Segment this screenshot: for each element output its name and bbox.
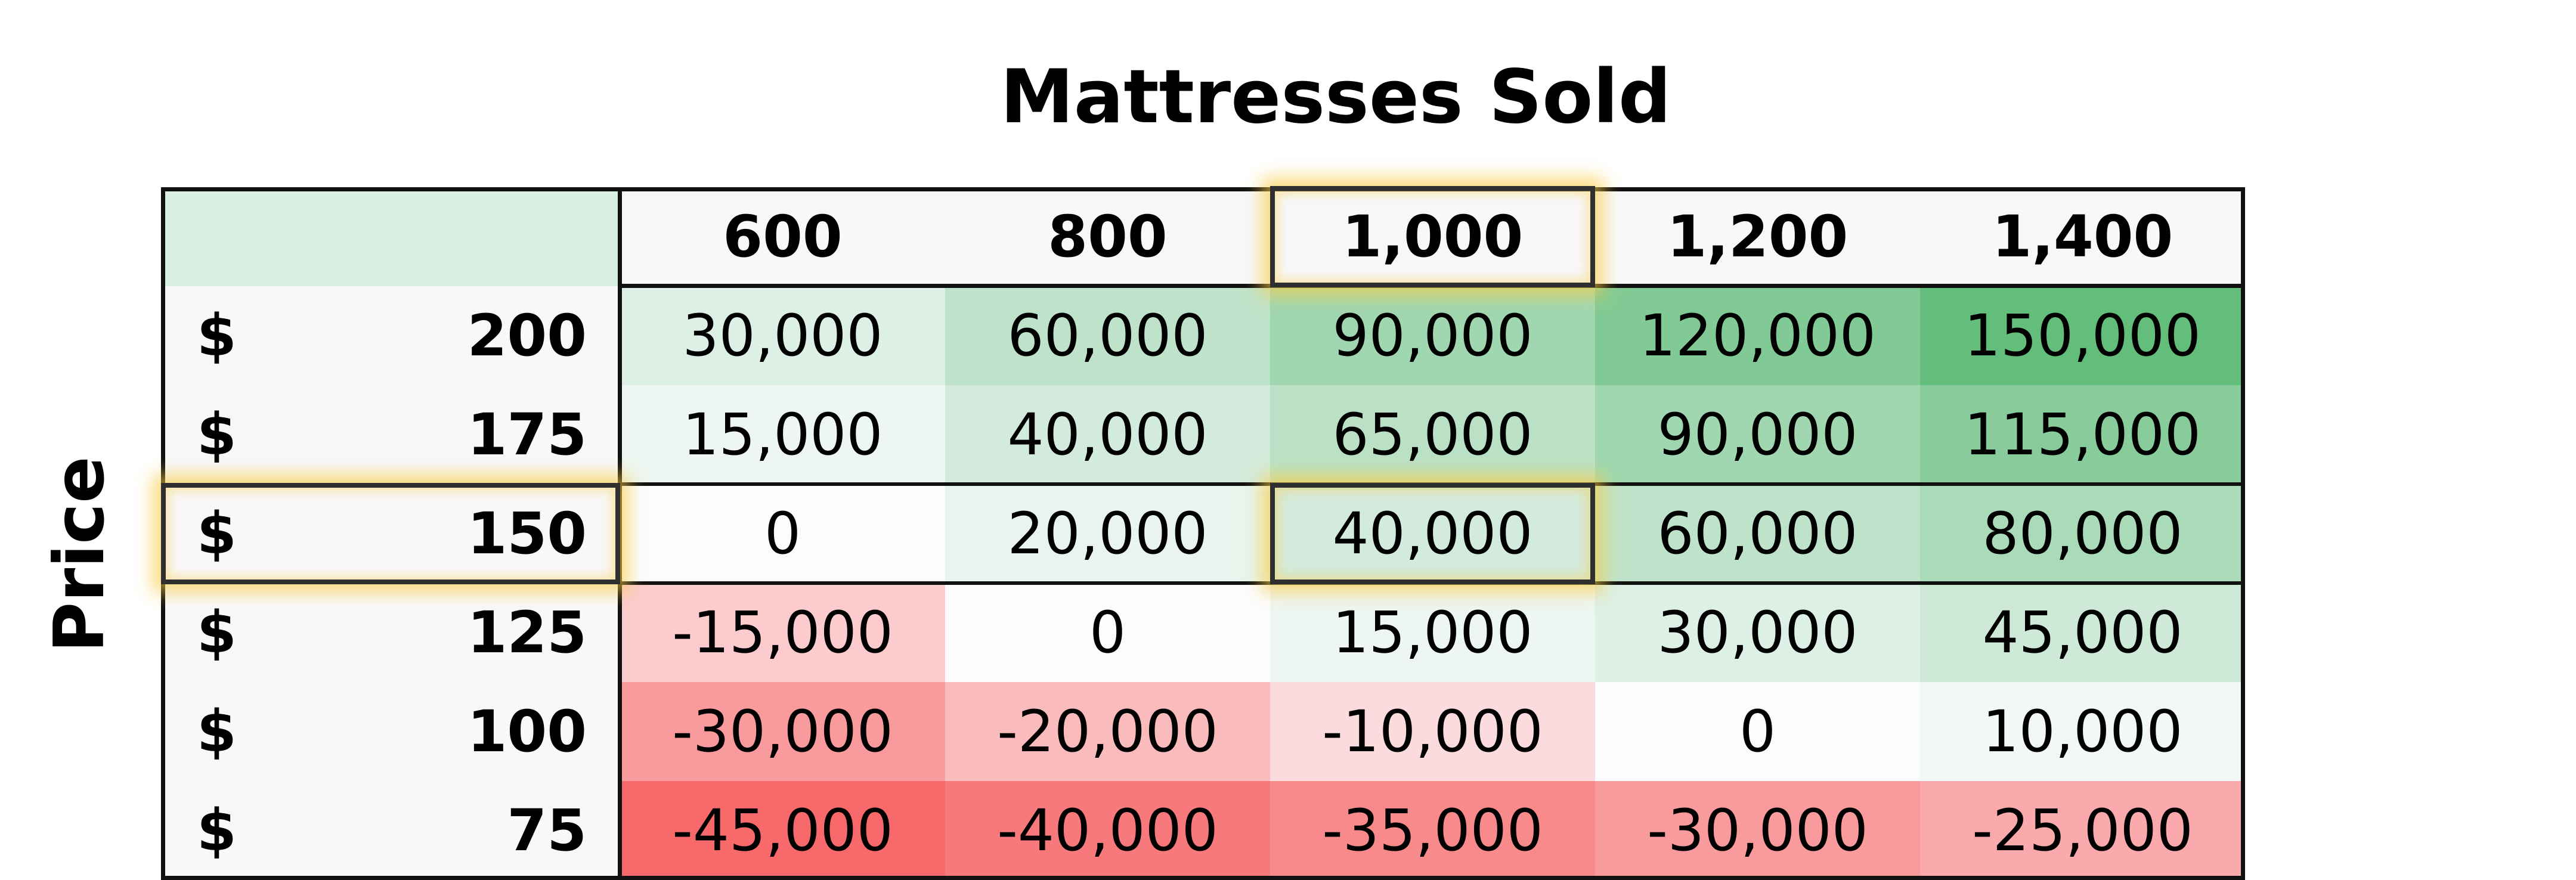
row-header: $200 [161, 286, 620, 385]
heatmap-cell: -35,000 [1270, 781, 1595, 880]
price-value: 100 [467, 698, 587, 765]
heatmap-cell: 30,000 [620, 286, 945, 385]
heatmap-cell: 40,000 [945, 385, 1270, 484]
header-divider-horizontal [620, 284, 2245, 288]
currency-symbol: $ [197, 797, 237, 864]
y-axis-label: Price [39, 456, 120, 653]
currency-symbol: $ [197, 401, 237, 468]
price-value: 150 [467, 500, 587, 567]
heatmap-cell: 10,000 [1920, 682, 2245, 781]
heatmap-cell: 15,000 [1270, 583, 1595, 682]
heatmap-cell: 90,000 [1270, 286, 1595, 385]
heatmap-cell: 45,000 [1920, 583, 2245, 682]
row-header: $150 [161, 484, 620, 583]
row-header: $75 [161, 781, 620, 880]
heatmap-cell: 15,000 [620, 385, 945, 484]
heatmap-cell: 0 [620, 484, 945, 583]
header-divider-vertical [618, 187, 622, 880]
heatmap-cell: 20,000 [945, 484, 1270, 583]
heatmap-cell: -30,000 [1595, 781, 1920, 880]
heatmap-cell: -15,000 [620, 583, 945, 682]
heatmap-cell: -10,000 [1270, 682, 1595, 781]
price-value: 75 [507, 797, 587, 864]
heatmap-cell: 150,000 [1920, 286, 2245, 385]
heatmap-cell: 80,000 [1920, 484, 2245, 583]
currency-symbol: $ [197, 698, 237, 765]
heatmap-cell: -25,000 [1920, 781, 2245, 880]
row-header: $175 [161, 385, 620, 484]
heatmap-cell: 60,000 [945, 286, 1270, 385]
currency-symbol: $ [197, 302, 237, 369]
heatmap-cell: 60,000 [1595, 484, 1920, 583]
row-header: $125 [161, 583, 620, 682]
chart-title: Mattresses Sold [1000, 54, 1671, 140]
column-header: 1,000 [1270, 187, 1595, 286]
heatmap-cell: 0 [1595, 682, 1920, 781]
currency-symbol: $ [197, 599, 237, 666]
column-header: 800 [945, 187, 1270, 286]
heatmap-cell: 120,000 [1595, 286, 1920, 385]
heatmap-cell: 90,000 [1595, 385, 1920, 484]
heatmap-cell: 65,000 [1270, 385, 1595, 484]
currency-symbol: $ [197, 500, 237, 567]
corner-cell [161, 187, 620, 286]
heatmap-cell: 115,000 [1920, 385, 2245, 484]
column-header: 1,200 [1595, 187, 1920, 286]
heatmap-cell: 0 [945, 583, 1270, 682]
heatmap-cell: -30,000 [620, 682, 945, 781]
column-header: 1,400 [1920, 187, 2245, 286]
heatmap-cell: 40,000 [1270, 484, 1595, 583]
price-value: 125 [467, 599, 587, 666]
column-header: 600 [620, 187, 945, 286]
row-header: $100 [161, 682, 620, 781]
price-value: 200 [467, 302, 587, 369]
row-border-bottom [620, 581, 2245, 585]
row-border-top [620, 482, 2245, 486]
price-value: 175 [467, 401, 587, 468]
heatmap-cell: -40,000 [945, 781, 1270, 880]
heatmap-cell: 30,000 [1595, 583, 1920, 682]
heatmap-cell: -45,000 [620, 781, 945, 880]
heatmap-cell: -20,000 [945, 682, 1270, 781]
